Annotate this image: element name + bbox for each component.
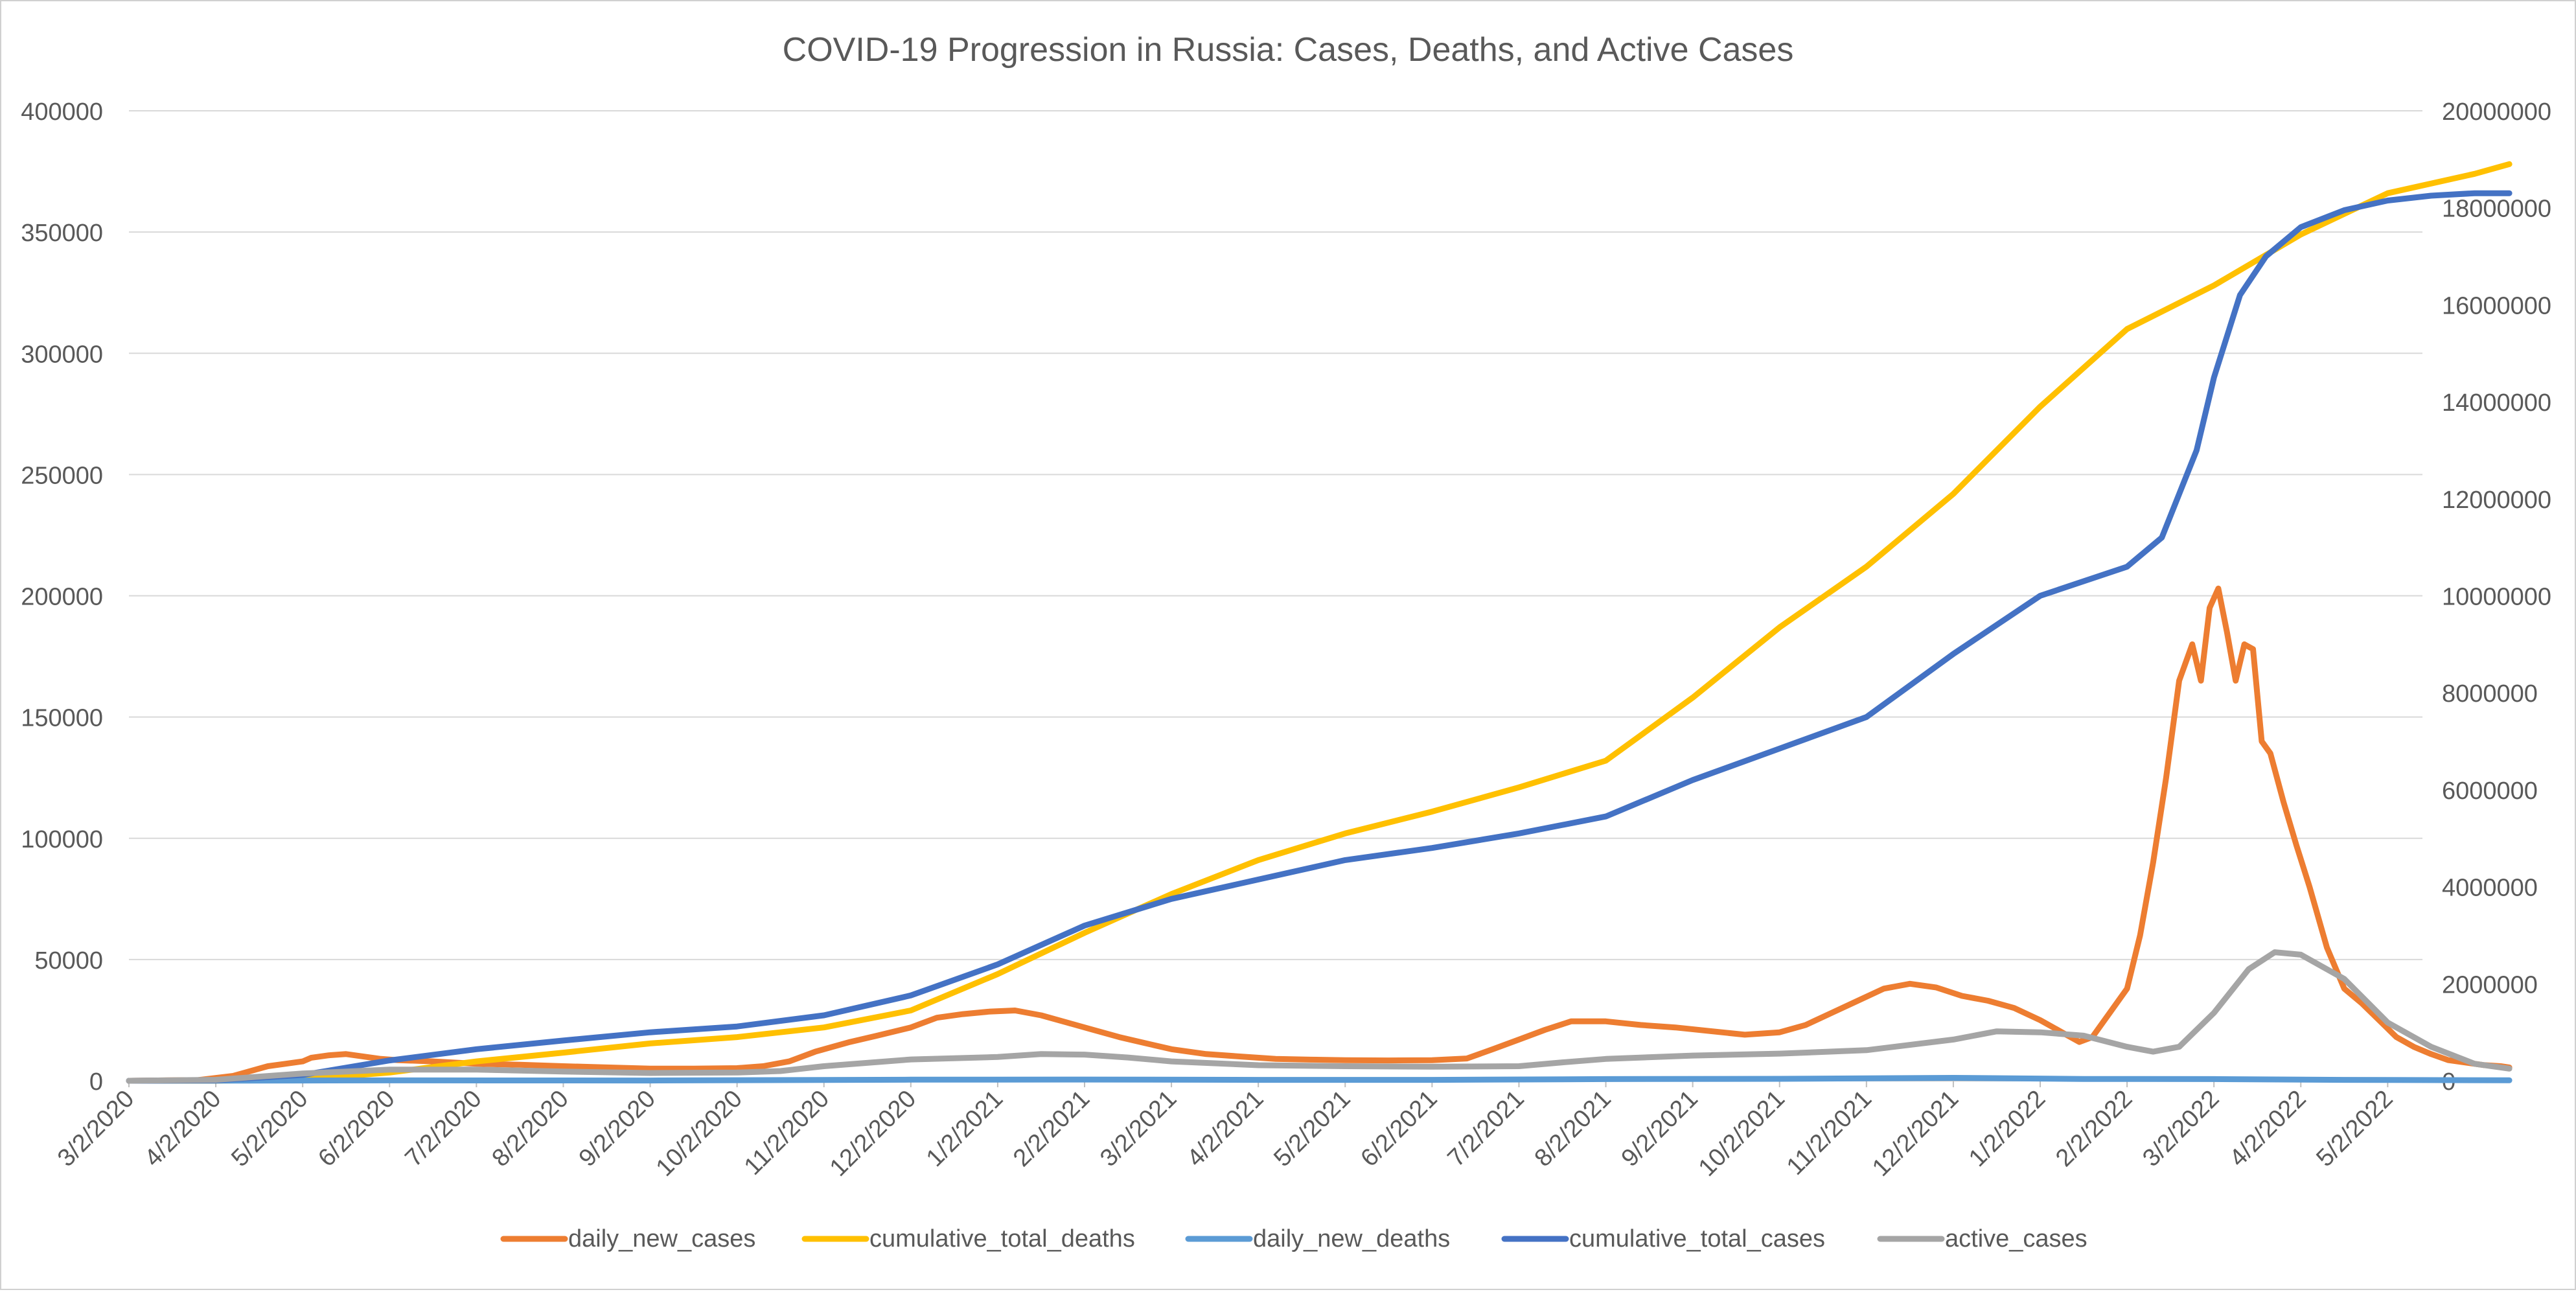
gridlines bbox=[129, 110, 2422, 1081]
x-tick-label: 4/2/2022 bbox=[2224, 1085, 2311, 1172]
left-y-tick-label: 100000 bbox=[21, 826, 103, 853]
x-tick-label: 9/2/2021 bbox=[1616, 1085, 1703, 1172]
chart-title: COVID-19 Progression in Russia: Cases, D… bbox=[783, 31, 1794, 69]
x-tick-label: 6/2/2020 bbox=[313, 1085, 400, 1172]
x-tick-label: 10/2/2020 bbox=[651, 1085, 748, 1182]
left-y-axis: 0 50000 100000 150000 200000 250000 300000 3500… bbox=[21, 98, 103, 1096]
x-tick-label: 2/2/2021 bbox=[1008, 1085, 1095, 1172]
right-y-tick-label: 6000000 bbox=[2442, 778, 2538, 805]
series-line-daily-new-cases bbox=[126, 585, 2513, 1084]
left-y-tick-label: 300000 bbox=[21, 341, 103, 368]
x-tick-label: 11/2/2020 bbox=[739, 1085, 834, 1181]
x-tick-label: 5/2/2021 bbox=[1269, 1085, 1355, 1172]
legend: daily_new_cases cumulative_total_deaths da… bbox=[500, 1225, 2087, 1252]
right-y-tick-label: 10000000 bbox=[2442, 584, 2551, 611]
left-y-tick-label: 50000 bbox=[34, 947, 103, 975]
right-y-axis: 0200000040000006000000800000010000000120… bbox=[2442, 98, 2551, 1096]
legend-label: active_cases bbox=[1945, 1225, 2087, 1252]
series-line-cumulative-total-cases bbox=[126, 190, 2513, 1084]
x-tick-label: 5/2/2020 bbox=[226, 1085, 313, 1172]
x-tick-label: 9/2/2020 bbox=[574, 1085, 661, 1172]
legend-label: cumulative_total_cases bbox=[1569, 1225, 1825, 1252]
x-tick-label: 3/2/2020 bbox=[52, 1085, 139, 1172]
x-tick-label: 7/2/2020 bbox=[400, 1085, 487, 1172]
x-axis: 3/2/2020 4/2/2020 5/2/2020 6/2/2020 7/2/2020… bbox=[52, 1080, 2422, 1182]
right-y-tick-label: 14000000 bbox=[2442, 389, 2551, 417]
right-y-tick-label: 20000000 bbox=[2442, 98, 2551, 126]
right-y-tick-label: 2000000 bbox=[2442, 971, 2538, 998]
x-tick-label: 7/2/2021 bbox=[1443, 1085, 1530, 1172]
x-tick-label: 6/2/2021 bbox=[1355, 1085, 1442, 1172]
right-y-tick-label: 8000000 bbox=[2442, 680, 2538, 708]
left-y-tick-label: 350000 bbox=[21, 220, 103, 247]
left-y-tick-label: 250000 bbox=[21, 462, 103, 489]
legend-label: daily_new_cases bbox=[568, 1225, 755, 1252]
left-y-tick-label: 200000 bbox=[21, 584, 103, 611]
x-tick-label: 8/2/2020 bbox=[487, 1085, 574, 1172]
x-tick-label: 12/2/2020 bbox=[825, 1085, 921, 1182]
x-tick-label: 3/2/2021 bbox=[1095, 1085, 1182, 1172]
x-tick-label: 4/2/2020 bbox=[139, 1085, 226, 1172]
x-tick-label: 1/2/2021 bbox=[921, 1085, 1008, 1172]
right-y-tick-label: 18000000 bbox=[2442, 196, 2551, 223]
series-line-cumulative-total-deaths bbox=[126, 161, 2513, 1084]
x-tick-label: 8/2/2021 bbox=[1530, 1085, 1616, 1172]
left-y-tick-label: 400000 bbox=[21, 98, 103, 126]
x-tick-label: 10/2/2021 bbox=[1694, 1085, 1790, 1182]
left-y-tick-label: 0 bbox=[89, 1068, 103, 1096]
legend-label: daily_new_deaths bbox=[1253, 1225, 1450, 1252]
right-y-tick-label: 4000000 bbox=[2442, 875, 2538, 902]
legend-label: cumulative_total_deaths bbox=[869, 1225, 1135, 1252]
right-y-tick-label: 16000000 bbox=[2442, 292, 2551, 319]
x-tick-label: 12/2/2021 bbox=[1867, 1085, 1964, 1182]
series-group bbox=[126, 161, 2513, 1084]
x-tick-label: 4/2/2021 bbox=[1182, 1085, 1269, 1172]
x-tick-label: 1/2/2022 bbox=[1964, 1085, 2051, 1172]
left-y-tick-label: 150000 bbox=[21, 705, 103, 732]
x-tick-label: 11/2/2021 bbox=[1782, 1085, 1877, 1181]
x-tick-label: 2/2/2022 bbox=[2051, 1085, 2137, 1172]
x-tick-label: 3/2/2022 bbox=[2137, 1085, 2224, 1172]
series-line-active-cases bbox=[126, 949, 2513, 1084]
series-line-daily-new-deaths bbox=[126, 1075, 2513, 1084]
x-tick-label: 5/2/2022 bbox=[2311, 1085, 2398, 1172]
right-y-tick-label: 12000000 bbox=[2442, 487, 2551, 514]
